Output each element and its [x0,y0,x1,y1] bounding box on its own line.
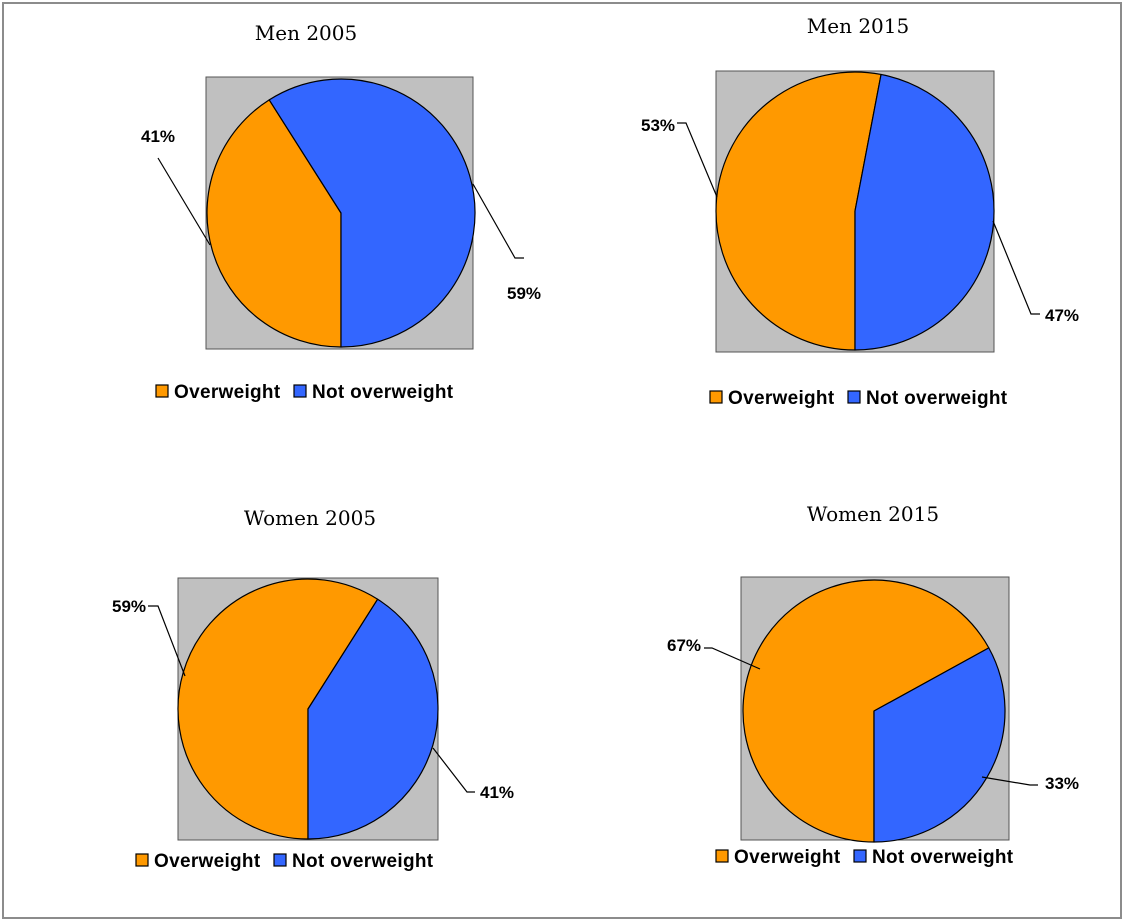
legend-swatch [715,849,729,863]
data-label: 67% [667,636,701,655]
data-label: 59% [507,284,541,303]
legend: Overweight Not overweight [715,847,1014,868]
pie-slice-overweight [742,579,990,843]
data-label: 41% [141,127,175,146]
legend-entry: Overweight [174,382,281,403]
data-label: 41% [480,783,514,802]
chart-title: Men 2005 [255,21,357,45]
legend-entry: Overweight [154,851,261,872]
legend-swatch [847,390,861,404]
legend: Overweight Not overweight [155,382,454,403]
legend-entry: Not overweight [292,851,434,872]
leader-line [981,776,1038,786]
leader-line [432,747,475,793]
leader-line [472,183,524,259]
chart-title: Men 2015 [807,14,909,38]
legend-swatch [709,390,723,404]
chart-title: Women 2015 [807,502,939,526]
leader-line [157,157,211,246]
legend-entry: Overweight [728,388,835,409]
pie-chart-4: Women 2015 67% 33% Overweight Not overweight [667,502,1079,868]
legend: Overweight Not overweight [135,851,434,872]
pie-slice-not-overweight [268,78,476,348]
legend-entry: Overweight [734,847,841,868]
data-label: 59% [112,597,146,616]
pie-slice-overweight [206,99,342,348]
legend-swatch [273,853,287,867]
leader-line [992,220,1040,315]
data-label: 33% [1045,774,1079,793]
pie-slice-not-overweight [854,73,995,351]
legend-swatch [155,384,169,398]
legend-entry: Not overweight [866,388,1008,409]
legend-entry: Not overweight [872,847,1014,868]
pie-chart-2: Men 2015 53% 47% Overweight Not overweight [641,14,1079,409]
pie-chart-3: Women 2005 59% 41% Overweight Not overweight [112,506,514,872]
data-label: 47% [1045,306,1079,325]
pie-slice-not-overweight [307,598,439,840]
data-label: 53% [641,116,675,135]
legend-swatch [293,384,307,398]
pie-slice-overweight [715,71,882,351]
leader-line [148,605,186,677]
leader-line [677,122,718,198]
legend: Overweight Not overweight [709,388,1008,409]
chart-title: Women 2005 [244,506,376,530]
legend-swatch [853,849,867,863]
legend-swatch [135,853,149,867]
legend-entry: Not overweight [312,382,454,403]
leader-line [704,647,761,670]
pie-chart-1: Men 2005 41% 59% Overweight Not overweight [141,21,541,403]
